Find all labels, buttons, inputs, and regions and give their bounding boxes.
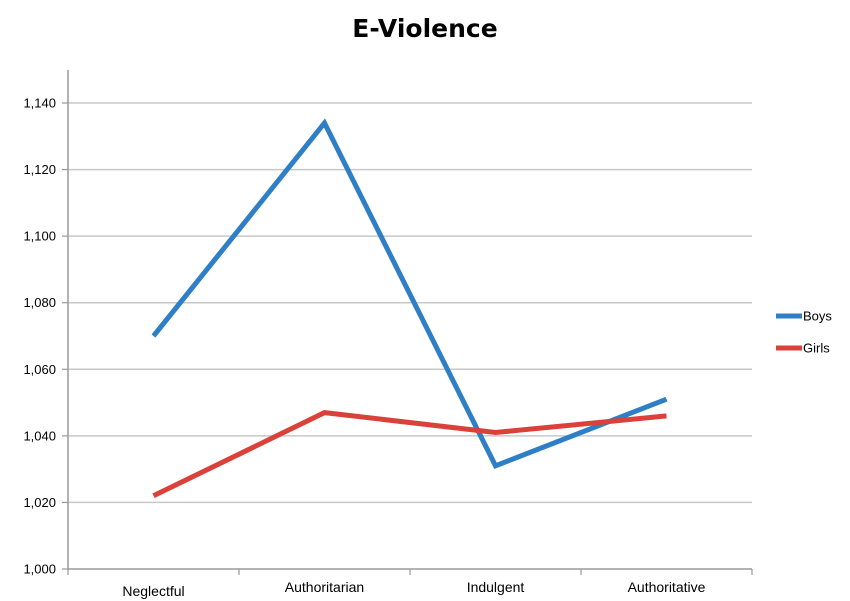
y-tick-labels: 1,000 1,020 1,040 1,060 1,080 1,100 1,120 1,140: [23, 96, 56, 577]
x-tick-label: Neglectful: [122, 583, 184, 599]
legend: Boys Girls: [776, 309, 832, 356]
x-tick-label: Authoritarian: [285, 579, 364, 595]
y-tick-label: 1,080: [23, 295, 56, 310]
series-lines: [151, 118, 668, 499]
series-line-girls: [152, 410, 667, 499]
legend-label: Boys: [803, 309, 832, 324]
legend-label: Girls: [803, 341, 830, 356]
y-tick-label: 1,020: [23, 495, 56, 510]
x-tick-label: Indulgent: [467, 579, 525, 595]
x-tick-labels: Neglectful Authoritarian Indulgent Authorit…: [122, 579, 705, 599]
x-tick-label: Authoritative: [628, 579, 706, 595]
y-tick-label: 1,100: [23, 229, 56, 244]
y-tick-label: 1,060: [23, 362, 56, 377]
series-line-boys: [151, 118, 668, 469]
y-tick-label: 1,140: [23, 96, 56, 111]
y-tick-label: 1,120: [23, 162, 56, 177]
y-tick-label: 1,040: [23, 428, 56, 443]
chart-title: E-Violence: [352, 14, 498, 43]
axes: [62, 70, 753, 575]
y-tick-label: 1,000: [23, 562, 56, 577]
gridlines: [68, 102, 752, 504]
